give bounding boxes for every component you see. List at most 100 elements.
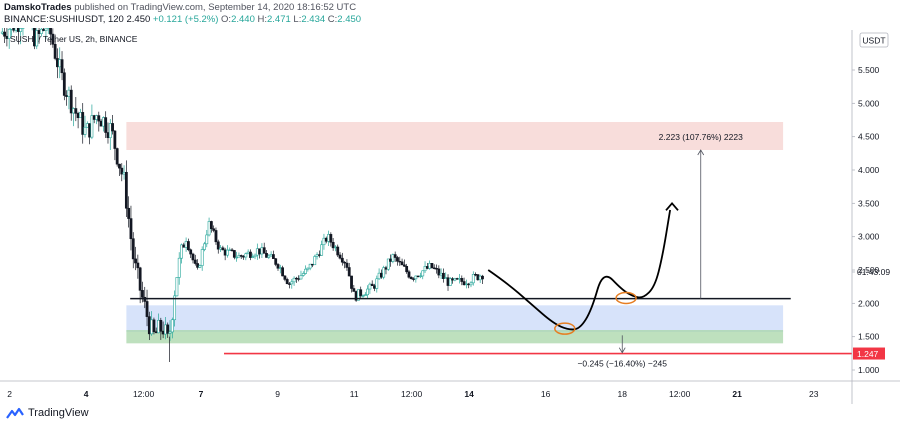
candle-body [0,31,4,34]
time-tick-label: 14 [464,389,474,399]
candle [56,48,59,79]
candle [186,238,190,252]
candle-body [386,258,390,270]
candle-body [51,33,55,45]
candle-body [161,330,165,335]
stop-measure-arrow [618,347,626,354]
candle [327,230,330,246]
candle [108,118,112,151]
support-blue-zone [126,305,784,332]
candle-body [49,28,52,35]
candle [340,252,344,266]
candle-body [5,35,9,39]
candle-body [474,274,477,276]
candle-body [269,254,273,257]
candle [469,281,473,288]
candle [191,252,195,264]
price-tick-label: 1.000 [858,365,880,375]
candle [414,275,418,283]
currency-button[interactable]: USDT [859,32,889,48]
candle [402,259,406,267]
candle [407,269,411,279]
candle-body [65,95,69,97]
candle [203,241,206,252]
candle-body [141,290,144,298]
candle-body [281,267,284,277]
candle [430,262,434,269]
candle [159,317,163,340]
candle-body [476,274,480,281]
candle [65,90,69,106]
candle [166,322,170,338]
candle [453,277,457,282]
candle-body [203,243,206,250]
candle [76,111,80,129]
candle [366,285,370,299]
candle [412,277,415,282]
candles-layer [0,28,484,362]
candle-body [134,258,137,264]
candle [265,250,268,258]
candle [375,275,379,293]
candle [467,282,471,289]
candle [283,275,287,282]
candle [74,97,78,122]
candle-body [118,163,121,169]
candle [464,279,468,289]
candle-body [10,28,13,30]
support-green-zone [126,330,784,344]
time-tick-label: 12:00 [133,389,155,399]
candle-body [471,274,475,284]
candle-body [382,267,386,278]
currency-label: USDT [862,36,885,46]
candle [324,236,328,244]
candle-body [83,126,87,135]
candle-body [377,272,381,280]
candle-body [278,267,282,269]
candle [232,250,236,260]
candle [205,229,209,248]
candle-body [113,130,117,149]
candle [106,122,110,144]
candle-body [182,244,186,248]
tradingview-footer[interactable]: TradingView [6,407,89,419]
countdown-label: 01:43:09 [857,267,890,277]
candle [304,265,307,275]
candle [16,28,20,45]
price-tick-label: 4.500 [858,132,880,142]
candle-body [196,263,199,268]
candle-body [12,28,16,31]
candle [444,272,448,279]
candle [405,263,409,274]
candle-body [442,272,445,279]
low-label: L: [293,14,302,25]
chart-frame[interactable]: 2.223 (107.76%) 2223 −0.245 (−16.40%) −24… [0,28,900,404]
candle [255,243,259,260]
candle [382,265,386,280]
candle [276,263,280,271]
candle [235,251,239,262]
candle-body [230,249,234,251]
candle [62,68,66,101]
target-zone [126,122,784,150]
candle-body [152,319,156,333]
candle-body [338,254,342,259]
candle [72,107,75,127]
candle-body [129,218,133,240]
candle [239,254,243,259]
time-tick-label: 16 [541,389,551,399]
candle-body [175,277,179,297]
candle [476,274,480,281]
price-tick-label: 5.500 [858,65,880,75]
candle-body [253,254,257,258]
candle-body [368,283,372,290]
candle [363,292,367,297]
candle-body [90,115,94,138]
candle-body [446,277,450,286]
candle-body [414,275,418,280]
candle-body [193,259,197,264]
candle [451,277,455,284]
candle [281,265,284,277]
candle [120,163,124,182]
candle [352,284,356,292]
